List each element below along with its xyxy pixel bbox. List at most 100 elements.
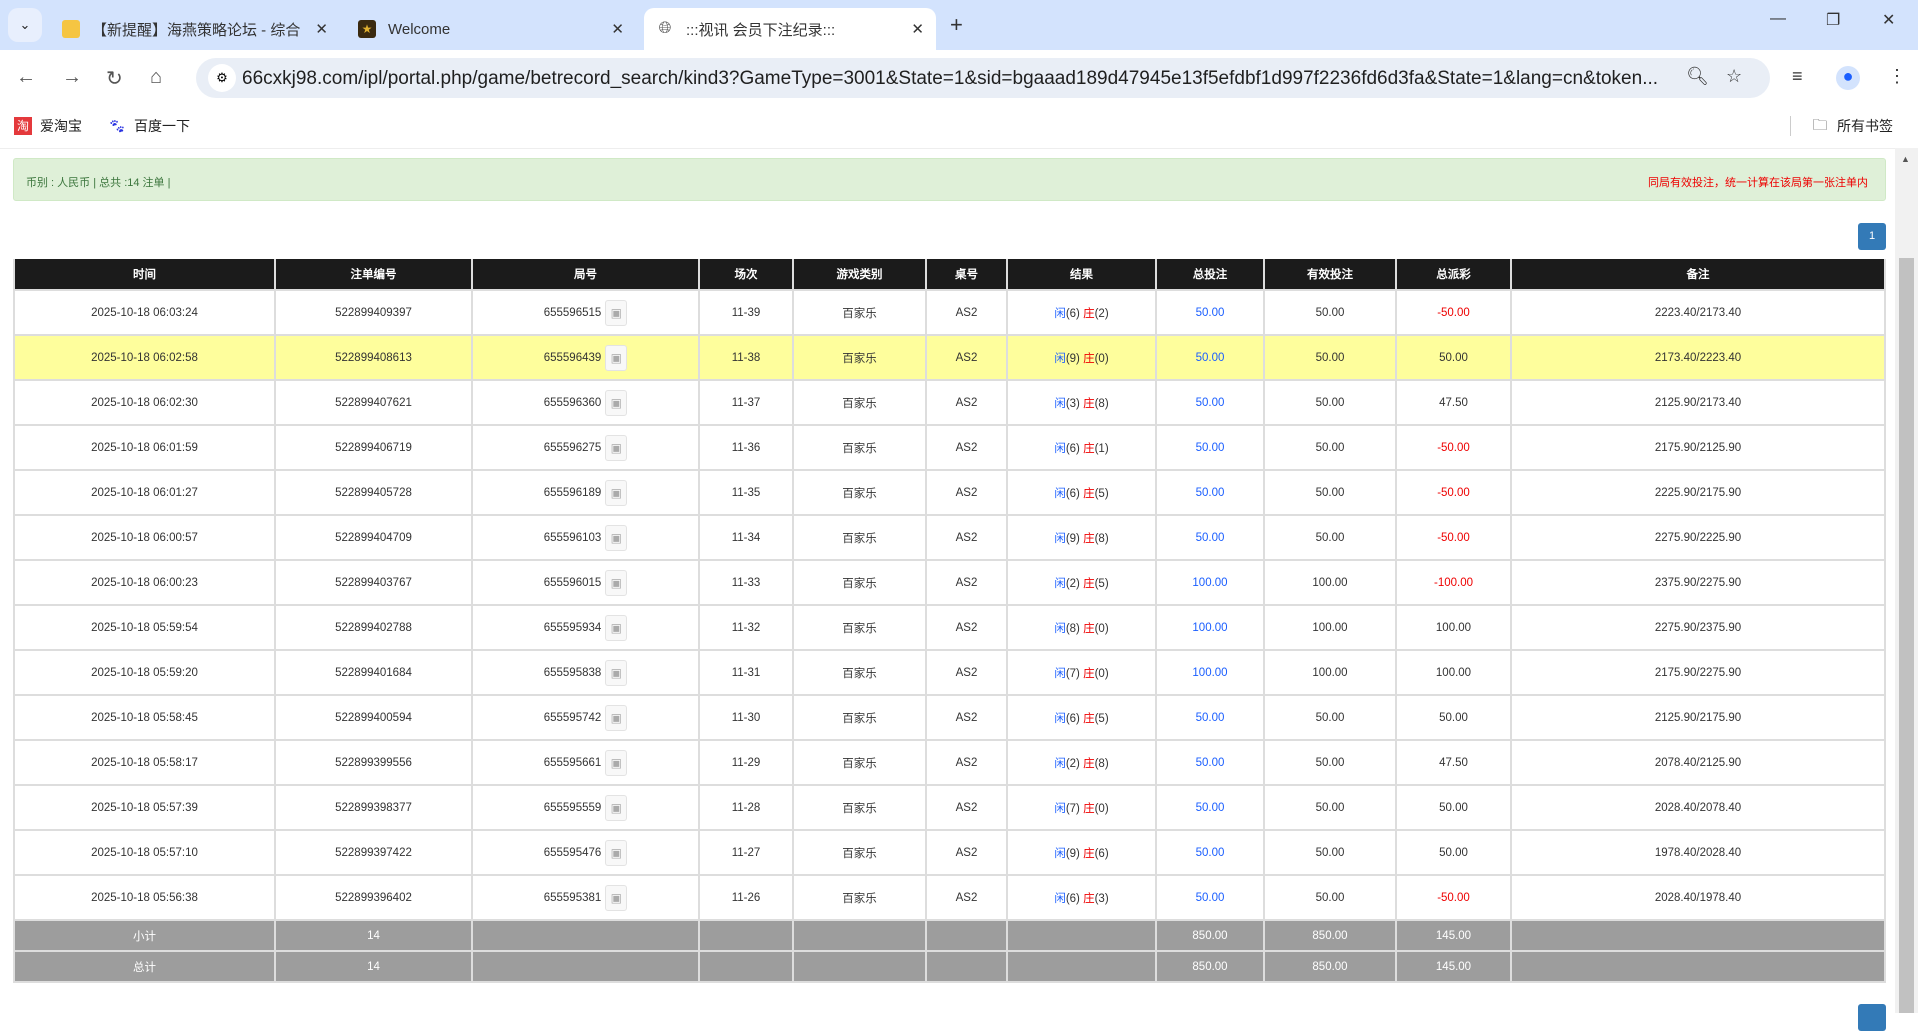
time-cell: 2025-10-18 05:58:45: [13, 694, 276, 741]
game-type-cell: 百家乐: [792, 469, 927, 516]
profile-avatar-icon[interactable]: ●: [1836, 66, 1860, 90]
note-cell-text: 2375.90/2275.90: [1654, 576, 1742, 589]
reload-button[interactable]: ↻: [106, 68, 123, 90]
scrollbar-thumb[interactable]: [1899, 258, 1914, 1013]
video-replay-icon[interactable]: ▣: [605, 884, 628, 911]
banker-label: 庄: [1083, 397, 1095, 410]
player-label: 闲: [1054, 802, 1066, 815]
total-bet-cell: 50.00: [1155, 424, 1265, 471]
bet-id-cell: 522899401684: [274, 649, 473, 696]
round-cell: 655596103 ▣: [471, 514, 700, 561]
home-button[interactable]: ⌂: [150, 66, 163, 88]
welcome-favicon-icon: ★: [358, 20, 376, 38]
valid-bet-cell: 50.00: [1263, 829, 1397, 876]
table-cell-text: AS2: [955, 441, 978, 454]
time-cell-text: 2025-10-18 06:00:57: [91, 531, 198, 544]
shoe-cell: 11-35: [698, 469, 794, 516]
video-replay-icon[interactable]: ▣: [605, 479, 628, 506]
all-bookmarks[interactable]: 🗀 所有书签: [1790, 116, 1893, 136]
zoom-icon[interactable]: 🔍︎: [1686, 66, 1709, 86]
valid-bet-cell-text: 50.00: [1315, 711, 1345, 724]
table-cell: AS2: [925, 514, 1008, 561]
close-window-button[interactable]: ✕: [1882, 12, 1896, 29]
bookmark-baidu[interactable]: 🐾︎ 百度一下: [108, 116, 190, 136]
video-replay-icon[interactable]: ▣: [605, 569, 628, 596]
video-replay-icon[interactable]: ▣: [605, 839, 628, 866]
tab-forum[interactable]: 【新提醒】海燕策略论坛 - 综合 ✕: [50, 8, 340, 50]
result-cell: 闲(2) 庄(8): [1006, 739, 1157, 786]
valid-bet-cell-text: 50.00: [1315, 891, 1345, 904]
close-tab-icon[interactable]: ✕: [911, 21, 924, 38]
round-cell: 655595742 ▣: [471, 694, 700, 741]
bookmark-star-icon[interactable]: ☆: [1726, 66, 1743, 86]
video-replay-icon[interactable]: ▣: [605, 389, 628, 416]
result-cell: 闲(6) 庄(5): [1006, 469, 1157, 516]
total-bet-cell: 100.00: [1155, 559, 1265, 606]
bookmark-label: 所有书签: [1837, 118, 1893, 134]
column-header: 总派彩: [1395, 259, 1512, 291]
video-replay-icon[interactable]: ▣: [605, 704, 628, 731]
page-button-bottom[interactable]: [1858, 1004, 1886, 1031]
bet-id-cell-text: 522899404709: [335, 531, 412, 544]
close-tab-icon[interactable]: ✕: [315, 21, 328, 38]
payout-cell-text: 50.00: [1439, 801, 1468, 814]
scroll-up-icon[interactable]: ▲: [1901, 154, 1910, 164]
close-tab-icon[interactable]: ✕: [611, 21, 624, 38]
total-bet-cell-text: 50.00: [1195, 891, 1225, 904]
video-replay-icon[interactable]: ▣: [605, 749, 628, 776]
game-type-cell: 百家乐: [792, 334, 927, 381]
address-bar[interactable]: ⚙ 66cxkj98.com/ipl/portal.php/game/betre…: [196, 58, 1770, 98]
player-score: (2): [1065, 757, 1080, 770]
video-replay-icon[interactable]: ▣: [605, 614, 628, 641]
video-replay-icon[interactable]: ▣: [605, 659, 628, 686]
round-text: 655596275: [543, 441, 602, 454]
round-cell: 655596515 ▣: [471, 289, 700, 336]
note-cell-text: 2275.90/2225.90: [1654, 531, 1742, 544]
summary-label-text: 总计: [133, 961, 156, 974]
new-tab-button[interactable]: +: [950, 12, 963, 37]
player-score: (2): [1065, 577, 1080, 590]
tab-welcome[interactable]: ★ Welcome ✕: [346, 8, 636, 50]
valid-bet-cell-text: 50.00: [1315, 801, 1345, 814]
summary-row: 小计 14 850.00 850.00 145.00: [13, 919, 1886, 952]
video-replay-icon[interactable]: ▣: [605, 524, 628, 551]
payout-cell: 47.50: [1395, 379, 1512, 426]
total-bet-cell-text: 100.00: [1192, 576, 1228, 589]
forward-button[interactable]: →: [62, 66, 82, 88]
game-type-cell-text: 百家乐: [842, 532, 877, 545]
minimize-button[interactable]: —: [1770, 10, 1786, 27]
time-cell: 2025-10-18 05:59:54: [13, 604, 276, 651]
bookmark-aitaobao[interactable]: 淘 爱淘宝: [14, 116, 82, 136]
payout-cell-text: 100.00: [1435, 621, 1472, 634]
bet-id-cell: 522899407621: [274, 379, 473, 426]
banker-score: (8): [1094, 397, 1109, 410]
payout-cell-text: -50.00: [1437, 486, 1470, 499]
payout-cell-text: -50.00: [1437, 441, 1470, 454]
video-replay-icon[interactable]: ▣: [605, 794, 628, 821]
video-replay-icon[interactable]: ▣: [605, 434, 628, 461]
video-replay-icon[interactable]: ▣: [605, 299, 628, 326]
payout-cell: 50.00: [1395, 694, 1512, 741]
media-icon[interactable]: ≡: [1792, 66, 1803, 86]
url-text[interactable]: 66cxkj98.com/ipl/portal.php/game/betreco…: [242, 68, 1659, 89]
banker-score: (8): [1094, 757, 1109, 770]
payout-cell: -50.00: [1395, 874, 1512, 921]
note-cell: 2275.90/2375.90: [1510, 604, 1886, 651]
scrollbar[interactable]: ▲: [1895, 148, 1918, 1013]
restore-button[interactable]: ❐: [1826, 12, 1841, 29]
table-header: 时间 注单编号 局号 场次 游戏类别 桌号 结果 总投注 有效投注 总派彩 备注: [13, 259, 1886, 291]
payout-cell: 100.00: [1395, 604, 1512, 651]
tab-search-button[interactable]: ⌄: [8, 8, 42, 42]
tab-bet-record[interactable]: 🌐︎ :::视讯 会员下注纪录::: ✕: [644, 8, 936, 50]
site-info-icon[interactable]: ⚙: [208, 64, 236, 92]
banker-score: (5): [1094, 487, 1109, 500]
column-header: 场次: [698, 259, 794, 291]
menu-icon[interactable]: ⋮: [1888, 66, 1906, 86]
player-label: 闲: [1054, 712, 1066, 725]
summary-label-text: 小计: [133, 930, 156, 943]
page-1-button[interactable]: 1: [1858, 223, 1886, 250]
time-cell: 2025-10-18 06:00:57: [13, 514, 276, 561]
video-replay-icon[interactable]: ▣: [605, 344, 628, 371]
round-cell: 655596360 ▣: [471, 379, 700, 426]
back-button[interactable]: ←: [16, 66, 36, 88]
